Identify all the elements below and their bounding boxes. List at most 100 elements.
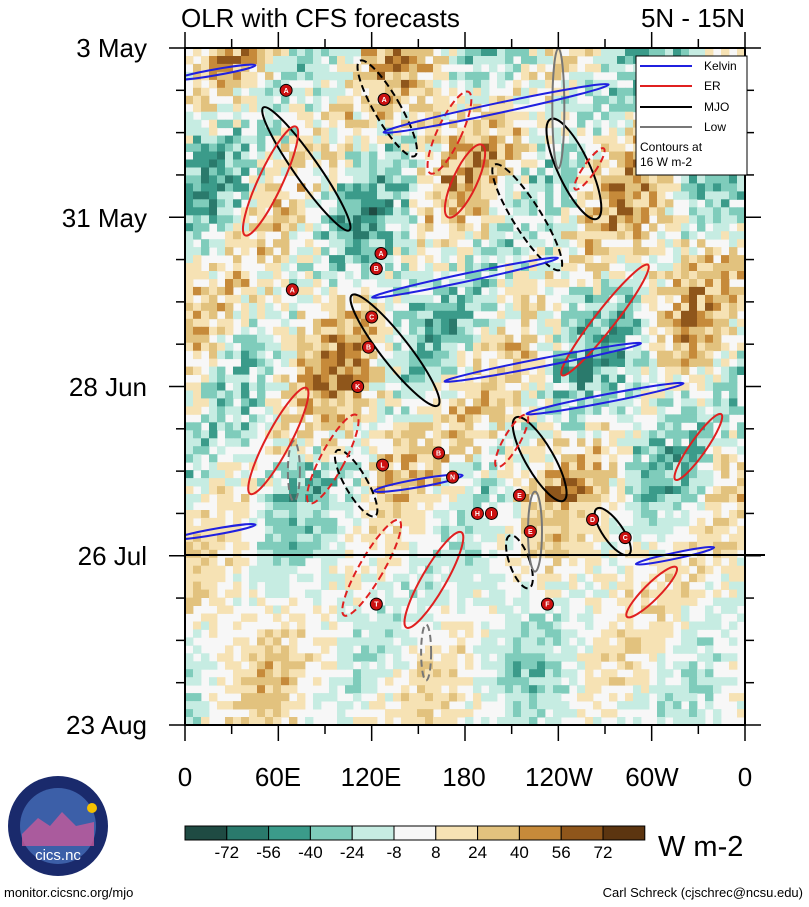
storm-marker — [377, 92, 391, 106]
storm-marker-label: A — [290, 287, 295, 294]
colorbar-tick-label: 8 — [431, 843, 440, 862]
colorbar-tick-label: 56 — [552, 843, 571, 862]
legend: Kelvin ER MJO Low Contours at 16 W m-2 — [635, 55, 748, 176]
storm-marker — [362, 340, 376, 354]
kelvin-contour — [371, 256, 559, 299]
colorbar-swatch — [226, 825, 270, 841]
kelvin-contour — [373, 473, 464, 493]
legend-mjo-label: MJO — [704, 100, 729, 114]
storm-marker — [512, 488, 526, 502]
colorbar-swatch — [393, 825, 437, 841]
x-tick-label: 0 — [738, 762, 752, 792]
colorbar-swatch — [602, 825, 646, 841]
storm-marker — [376, 458, 390, 472]
chart-title: OLR with CFS forecasts — [181, 3, 460, 33]
colorbar-swatch — [435, 825, 479, 841]
storm-marker — [351, 380, 365, 393]
x-tick-label: 120W — [525, 762, 593, 792]
colorbar-tick-label: 24 — [468, 843, 487, 862]
storm-marker — [365, 310, 379, 324]
storm-marker-label: A — [378, 251, 383, 258]
storm-marker-label: F — [545, 602, 550, 609]
er-contour — [494, 413, 530, 469]
legend-low-label: Low — [704, 120, 726, 134]
low-contour — [420, 623, 433, 682]
colorbar: -72 -56 -40 -24 -8 8 24 40 56 72 — [184, 825, 646, 862]
colorbar-tick-label: -72 — [215, 843, 240, 862]
kelvin-contour — [443, 341, 642, 383]
storm-marker-label: E — [528, 529, 533, 536]
cicsnc-logo: cics.nc — [8, 776, 108, 876]
storm-marker-label: B — [366, 345, 371, 352]
legend-note: Contours at — [640, 140, 703, 154]
storm-marker-label: N — [450, 475, 455, 482]
y-tick-label: 26 Jul — [78, 541, 147, 571]
er-contour — [341, 518, 403, 617]
er-contour — [426, 90, 473, 175]
storm-marker — [618, 531, 632, 545]
storm-marker-label: T — [374, 602, 379, 609]
colorbar-swatch — [351, 825, 395, 841]
storm-marker — [279, 83, 293, 97]
legend-note: 16 W m-2 — [640, 155, 692, 169]
storm-marker — [374, 247, 388, 261]
x-tick-label: 180 — [442, 762, 485, 792]
colorbar-tick-label: -56 — [256, 843, 281, 862]
x-tick-label: 60W — [625, 762, 679, 792]
colorbar-swatch — [268, 825, 311, 841]
kelvin-contour — [185, 523, 257, 541]
colorbar-unit: W m-2 — [658, 831, 743, 863]
logo-text: cics.nc — [35, 847, 81, 864]
storm-marker — [540, 597, 554, 611]
storm-marker — [285, 283, 299, 297]
colorbar-tick-label: 40 — [510, 843, 529, 862]
legend-box — [635, 55, 748, 176]
colorbar-tick-label: -40 — [298, 843, 323, 862]
er-contour — [625, 565, 679, 619]
er-contour — [560, 263, 650, 377]
colorbar-tick-label: -8 — [386, 843, 401, 862]
tropical-cyclone-markers: A A A B C B A K L B N H I E E D C T F — [279, 83, 632, 611]
y-tick-label: 28 Jun — [69, 372, 147, 402]
storm-marker — [470, 506, 484, 520]
storm-marker — [369, 262, 383, 276]
storm-marker-label: A — [382, 97, 387, 104]
y-tick-label: 23 Aug — [66, 710, 147, 740]
storm-marker-label: B — [374, 266, 379, 273]
legend-kelvin-label: Kelvin — [704, 59, 737, 73]
storm-marker — [432, 446, 446, 460]
storm-marker-label: K — [355, 384, 360, 391]
axis-ticks — [169, 32, 761, 741]
kelvin-contour — [634, 545, 716, 566]
er-contour — [241, 125, 300, 237]
kelvin-contour — [185, 63, 257, 81]
storm-marker-label: E — [517, 493, 522, 500]
storm-marker — [484, 506, 498, 520]
low-contour — [286, 440, 301, 503]
kelvin-contour — [525, 381, 685, 416]
x-tick-label: 120E — [341, 762, 402, 792]
er-contour — [403, 530, 465, 629]
colorbar-swatch — [518, 825, 562, 841]
er-contour — [443, 143, 487, 219]
storm-marker-label: B — [436, 450, 441, 457]
colorbar-swatch — [184, 825, 228, 841]
wave-filter-contours — [185, 48, 724, 682]
er-contour — [306, 413, 360, 505]
storm-marker-label: D — [590, 517, 595, 524]
mjo-contour — [261, 106, 352, 232]
storm-marker-label: L — [380, 463, 385, 470]
chart-region: 5N - 15N — [641, 3, 745, 33]
storm-marker-label: C — [369, 314, 374, 321]
footer-url: monitor.cicsnc.org/mjo — [4, 885, 133, 900]
mjo-contour — [491, 163, 564, 272]
storm-marker-label: I — [490, 511, 492, 518]
y-tick-label: 31 May — [62, 203, 147, 233]
x-tick-label: 0 — [178, 762, 192, 792]
er-contour — [673, 412, 724, 482]
x-tick-label: 60E — [255, 762, 301, 792]
logo-mountains — [22, 812, 94, 846]
logo-sun — [87, 803, 97, 813]
colorbar-tick-label: -24 — [340, 843, 365, 862]
